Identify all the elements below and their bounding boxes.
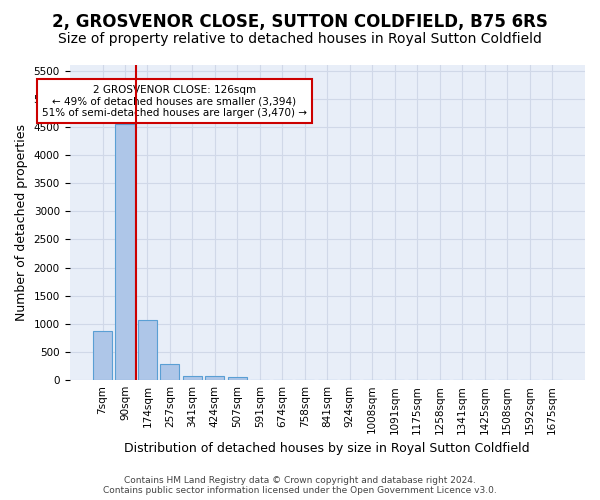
Text: Size of property relative to detached houses in Royal Sutton Coldfield: Size of property relative to detached ho…	[58, 32, 542, 46]
Text: Contains HM Land Registry data © Crown copyright and database right 2024.
Contai: Contains HM Land Registry data © Crown c…	[103, 476, 497, 495]
Bar	[205, 376, 224, 380]
Bar	[160, 364, 179, 380]
Bar	[115, 124, 134, 380]
Bar	[228, 377, 247, 380]
Bar	[93, 330, 112, 380]
X-axis label: Distribution of detached houses by size in Royal Sutton Coldfield: Distribution of detached houses by size …	[124, 442, 530, 455]
Text: 2 GROSVENOR CLOSE: 126sqm
← 49% of detached houses are smaller (3,394)
51% of se: 2 GROSVENOR CLOSE: 126sqm ← 49% of detac…	[42, 84, 307, 118]
Text: 2, GROSVENOR CLOSE, SUTTON COLDFIELD, B75 6RS: 2, GROSVENOR CLOSE, SUTTON COLDFIELD, B7…	[52, 12, 548, 30]
Bar	[138, 320, 157, 380]
Y-axis label: Number of detached properties: Number of detached properties	[15, 124, 28, 321]
Bar	[183, 376, 202, 380]
